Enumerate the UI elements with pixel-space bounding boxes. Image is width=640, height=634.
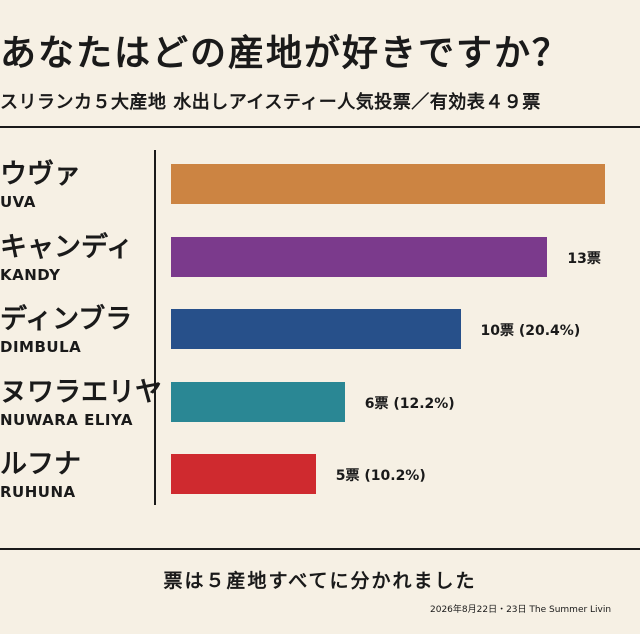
chart-title: あなたはどの産地が好きですか？ <box>0 32 571 74</box>
category-label-ja: ルフナ <box>0 449 81 480</box>
data-label: 5票 (10.2%) <box>335 468 426 484</box>
bar <box>171 236 548 277</box>
category-label-ja: ヌワラエリヤ <box>0 376 162 408</box>
category-label-en: UVA <box>0 193 36 211</box>
data-label: 13票 <box>567 250 601 267</box>
category-label-en: KANDY <box>0 265 61 284</box>
top-divider <box>0 126 640 128</box>
category-label-en: RUHUNA <box>0 483 76 501</box>
chart-subtitle: スリランカ５大産地 水出しアイスティー人気投票／有効表４９票 <box>0 92 541 113</box>
data-label: 10票 (20.4%) <box>480 323 581 339</box>
category-label-ja: キャンディ <box>0 231 134 263</box>
bar <box>171 164 606 204</box>
data-label: 6票 (12.2%) <box>364 395 455 412</box>
category-label-ja: ディンブラ <box>0 304 133 335</box>
footer-note: 票は５産地すべてに分かれました <box>163 570 477 592</box>
y-axis-line <box>154 150 156 505</box>
category-label-en: DIMBULA <box>0 338 82 356</box>
bar <box>171 454 316 494</box>
bar <box>171 381 345 422</box>
category-label-en: NUWARA ELIYA <box>0 410 134 429</box>
bottom-divider <box>0 548 640 550</box>
event-credit: 2026年8月22日・23日 The Summer Livin <box>430 605 612 615</box>
category-label-ja: ウヴァ <box>0 159 81 190</box>
bar <box>171 309 461 349</box>
